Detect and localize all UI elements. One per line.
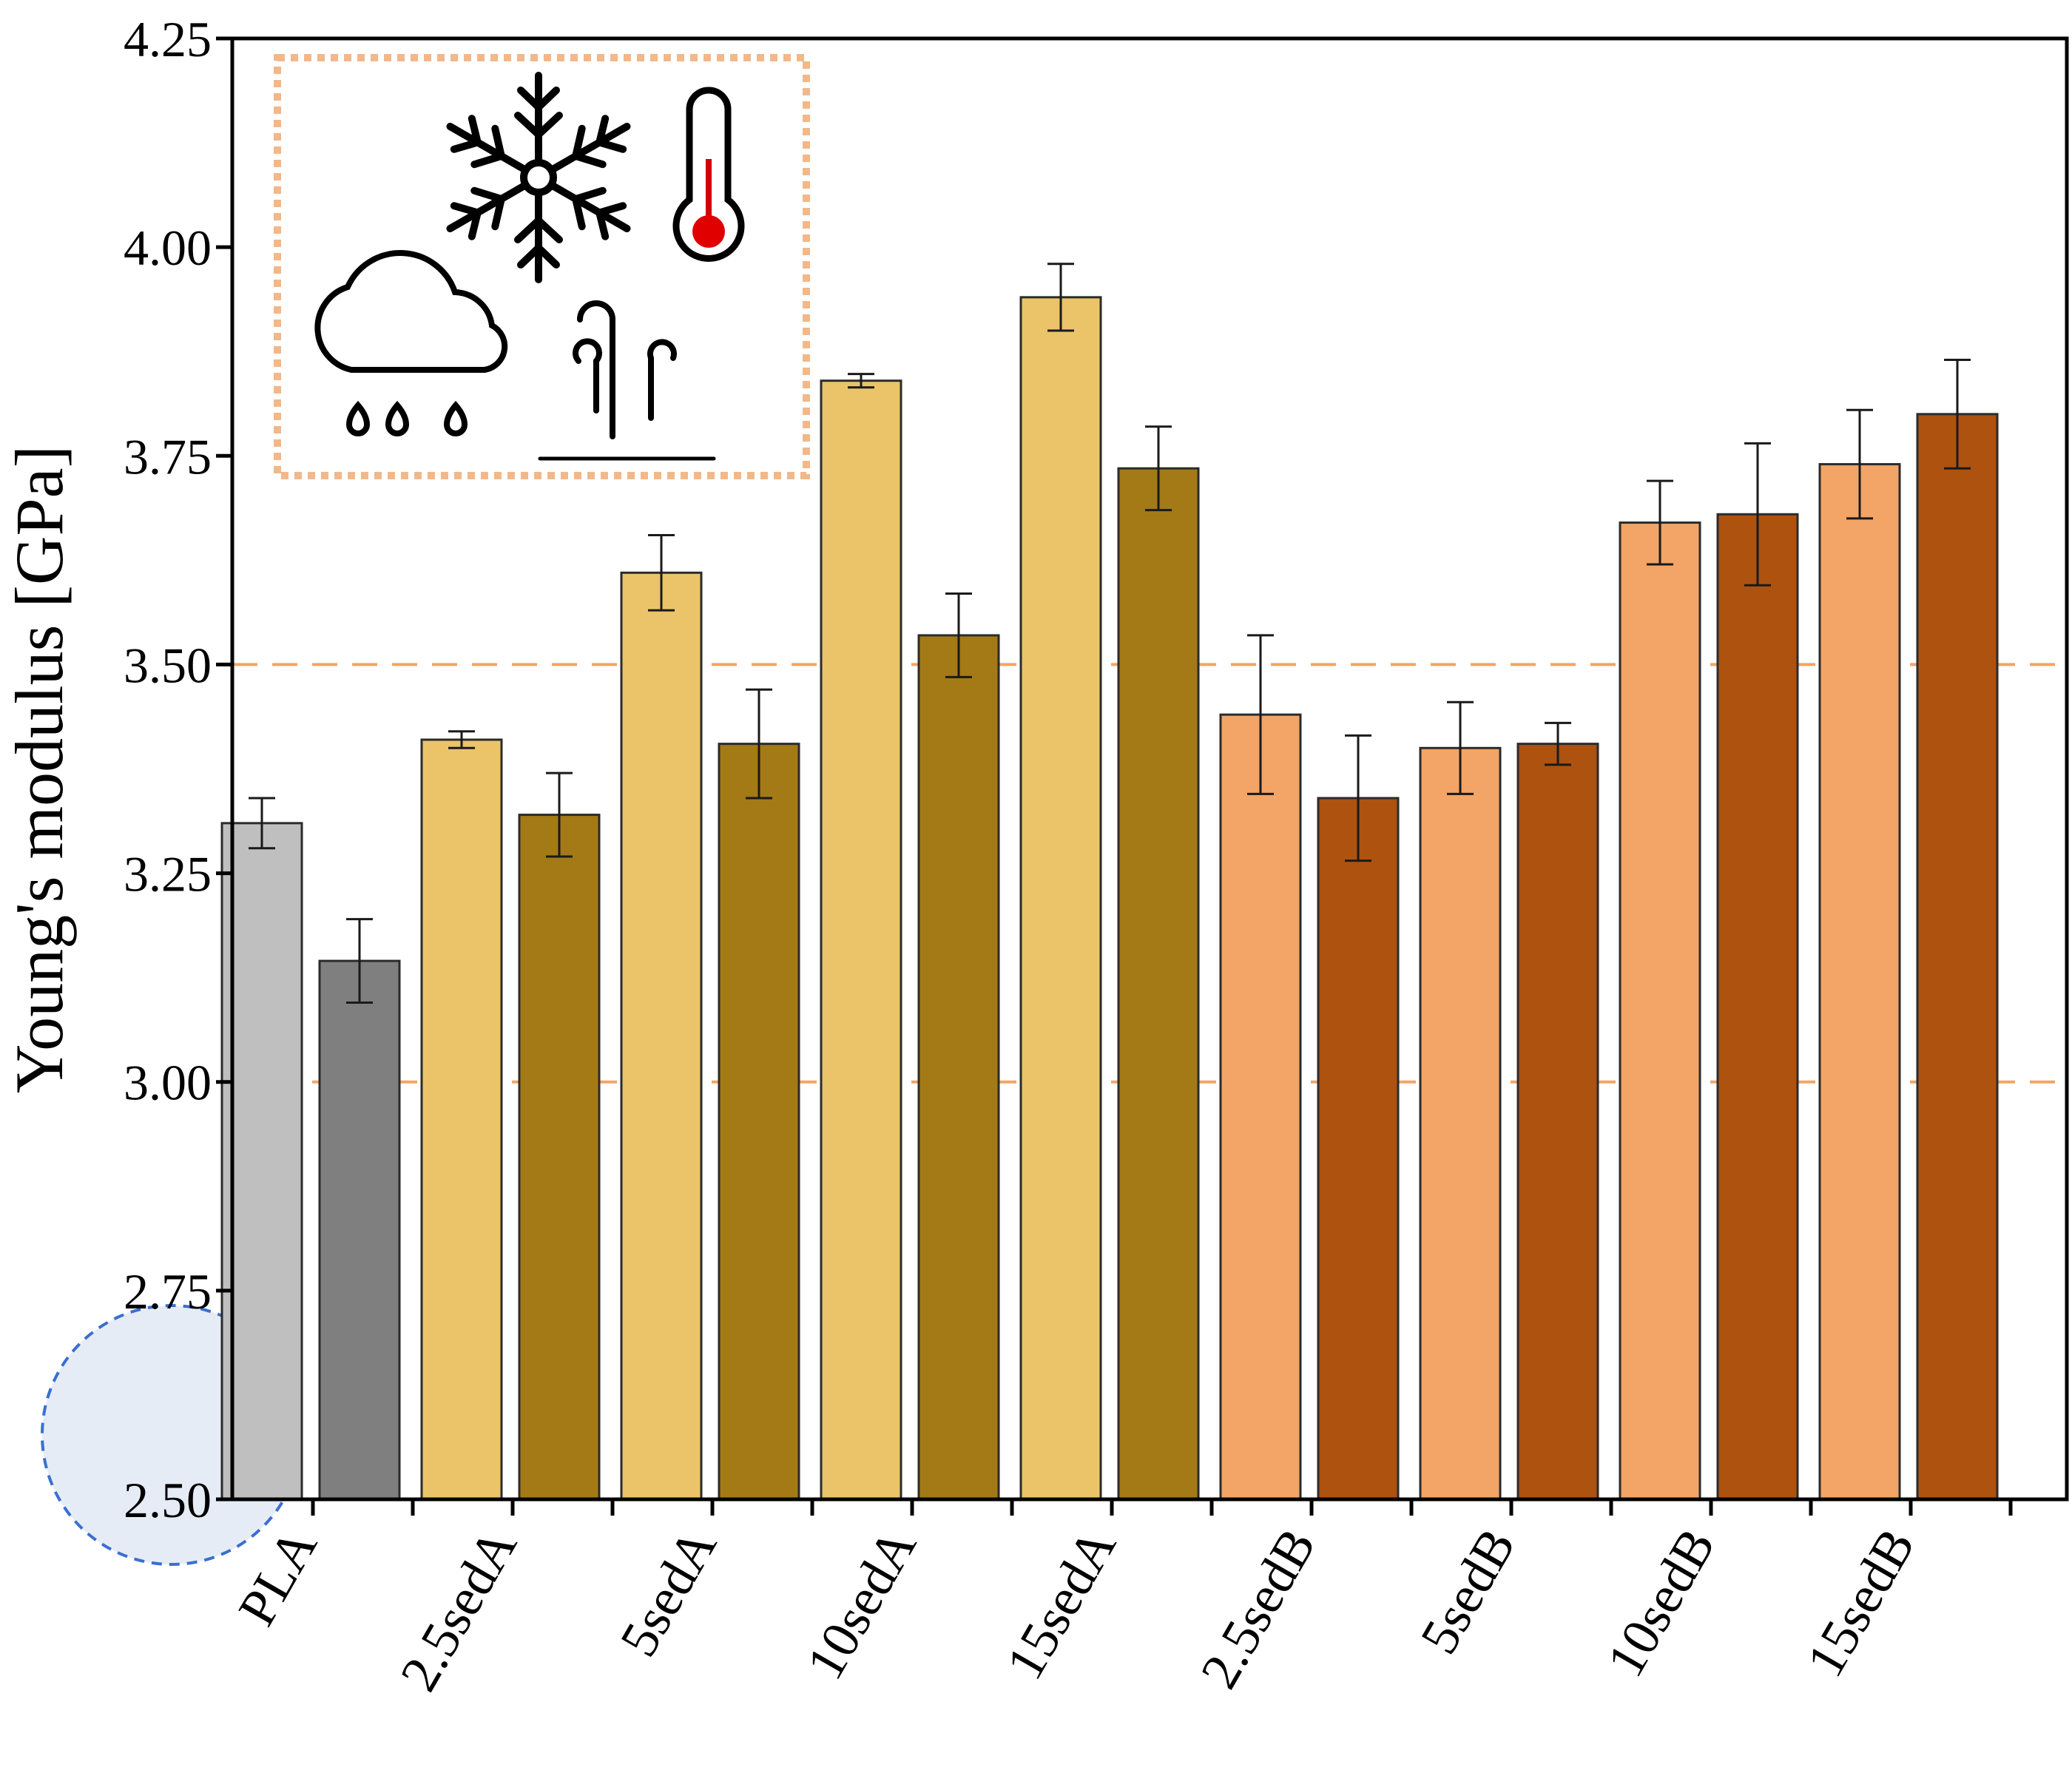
x-tick-label-2.5sedB: 2.5sedB [1189,1519,1327,1698]
y-tick-label: 2.75 [124,1263,212,1320]
wind-icon [538,300,716,461]
bar-15sedB-before [1818,463,1901,1501]
bar-2.5sedA-before [420,738,503,1501]
x-tick-label-15sedA: 15sedA [995,1519,1127,1689]
rain-cloud-icon [314,250,508,436]
bar-5sedA-after [718,743,800,1501]
y-axis-ticks: 2.50 2.75 3.00 3.25 3.50 3.75 4.00 4.25 [124,11,232,1528]
plot-frame [230,36,2069,1502]
y-tick-label: 3.75 [124,428,212,484]
x-tick-label-10sedB: 10sedB [1596,1519,1727,1686]
y-tick-label: 3.25 [124,846,212,902]
x-tick-label-2.5sedA: 2.5sedA [389,1519,528,1701]
x-tick-label-10sedA: 10sedA [795,1519,928,1689]
bar-5sedB-before [1419,746,1502,1501]
snowflake-icon [439,72,637,280]
bars [220,296,1999,1501]
bar-5sedA-before [620,571,703,1501]
y-tick-label: 4.25 [124,11,212,67]
bar-2.5sedB-after [1317,797,1400,1501]
bar-2.5sedB-before [1219,713,1302,1501]
x-tick-label-5sedB: 5sedB [1409,1519,1527,1664]
y-tick-label: 3.00 [124,1055,212,1111]
bar-15sedB-after [1916,413,1999,1501]
inset-box [274,54,810,479]
x-axis-labels: PLA 2.5sedA 5sedA 10sedA 15sedA 2.5sedB 5sedB 1… [227,1519,1926,1701]
x-tick-label-15sedB: 15sedB [1795,1519,1926,1686]
error-bars [249,263,1971,1004]
thermometer-icon [672,87,745,262]
bar-10sedA-before [820,379,902,1501]
y-tick-label: 4.00 [124,220,212,276]
bar-5sedB-after [1516,743,1599,1501]
bar-10sedA-after [917,634,1000,1501]
y-tick-label: 3.50 [124,637,212,693]
bar-PLA-after [318,959,401,1501]
bar-PLA-before [220,822,303,1501]
y-axis-title: Young's modulus [GPa] [1,445,77,1093]
x-axis-ticks [311,1499,2013,1516]
bar-10sedB-before [1619,521,1701,1501]
bar-15sedA-after [1117,467,1200,1501]
bar-10sedB-after [1716,513,1799,1501]
x-tick-label-5sedA: 5sedA [609,1519,728,1666]
y-tick-label: 2.50 [124,1472,212,1528]
bar-2.5sedA-after [518,814,601,1501]
bar-15sedA-before [1019,296,1102,1501]
